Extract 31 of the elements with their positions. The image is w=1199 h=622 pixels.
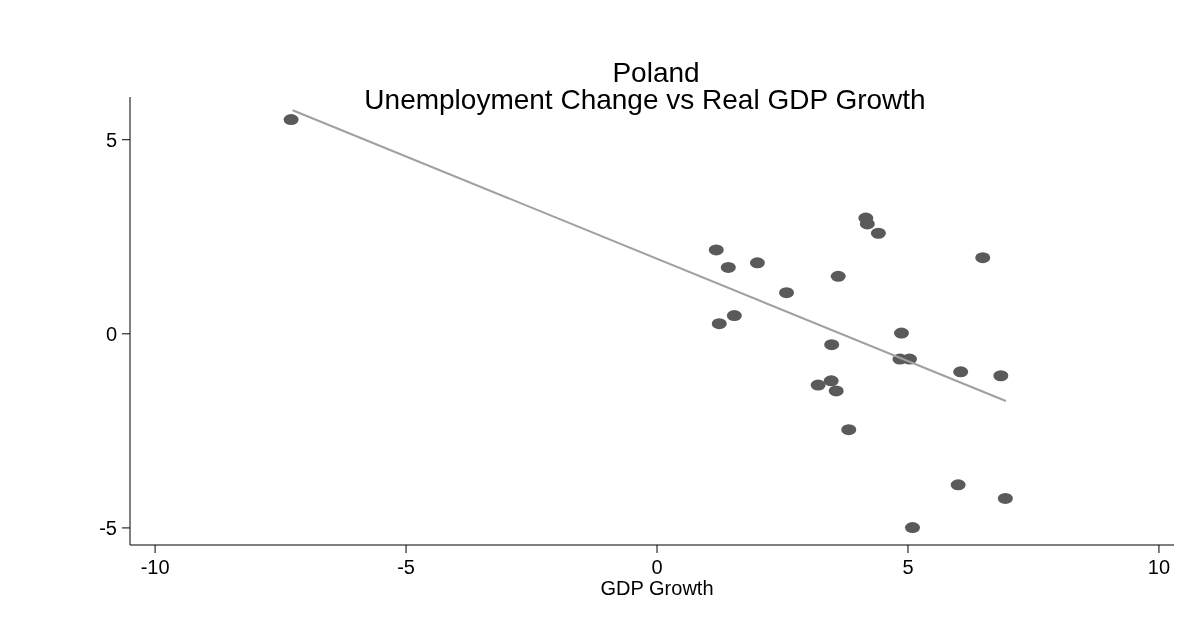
x-tick-label: -10 (140, 556, 170, 578)
point (950, 479, 966, 491)
point (708, 244, 724, 256)
x-tick-label: 10 (1147, 556, 1171, 578)
x-tick-label: 5 (902, 556, 914, 578)
x-axis-title: GDP Growth (600, 577, 714, 599)
point (830, 270, 846, 282)
point (975, 252, 991, 264)
point (841, 424, 857, 436)
point (859, 218, 875, 230)
y-tick-label: 0 (105, 322, 117, 345)
y-tick-label: -5 (99, 516, 117, 539)
point (726, 310, 742, 322)
point (953, 366, 969, 378)
x-tick-label: 0 (651, 556, 663, 578)
y-tick-label: 5 (105, 128, 117, 151)
point (905, 522, 920, 534)
point (997, 492, 1013, 504)
point (720, 261, 736, 273)
point (824, 339, 840, 351)
point (823, 375, 839, 387)
point (779, 287, 795, 299)
point (870, 227, 886, 239)
point (828, 385, 844, 397)
point (711, 318, 727, 330)
point (283, 114, 299, 126)
point (810, 379, 826, 391)
point (749, 257, 765, 269)
point (893, 327, 909, 339)
x-tick-label: -5 (397, 556, 415, 578)
point (993, 370, 1009, 382)
